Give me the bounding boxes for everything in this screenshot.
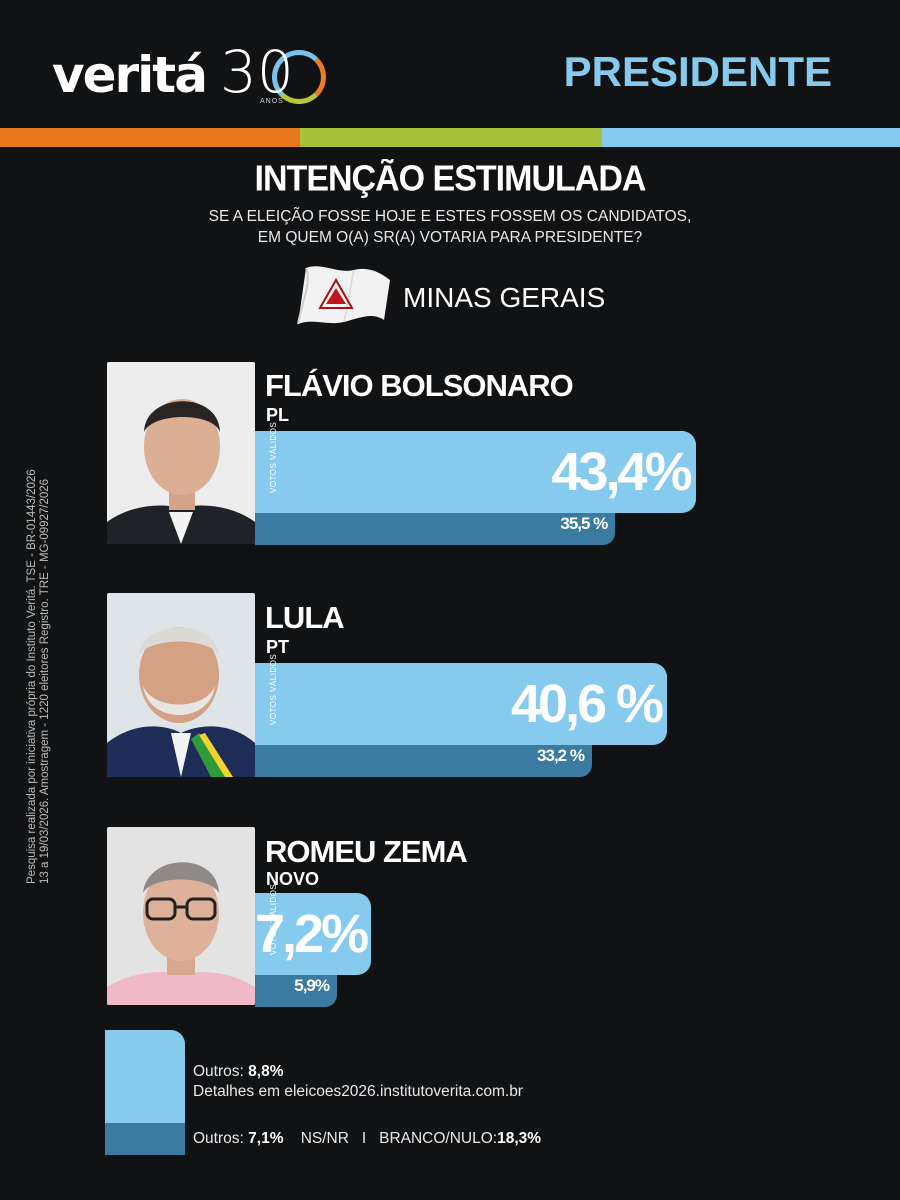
bar-value-total: 35,5 % [560,514,608,533]
question-line-1: SE A ELEIÇÃO FOSSE HOJE E ESTES FOSSEM O… [208,208,692,225]
poll-title: INTENÇÃO ESTIMULADA [254,159,647,199]
logo-number: 30 [220,38,294,106]
candidate-party: PL [266,405,290,425]
axis-label-votos-validos: VOTOS VÁLIDOS [269,883,278,955]
others-total-label: Outros: [193,1130,244,1147]
methodology-line-1: Pesquisa realizada por iniciativa própri… [26,469,38,884]
logo-ring-icon [272,50,326,104]
candidate-party: NOVO [266,869,320,889]
details-link[interactable]: Detalhes em eleicoes2026.institutoverita… [193,1083,523,1100]
verita-logo: veritá 30 ANOS [52,38,326,108]
others-total-value: 7,1% [248,1130,284,1147]
axis-label-votos-validos: VOTOS VÁLIDOS [269,653,278,725]
stripe-blue [602,128,900,147]
logo-sub: ANOS [260,98,284,105]
others-bar-valid [105,1030,185,1123]
stripe-orange [0,128,300,147]
candidate-photo-lula [107,593,255,777]
methodology-line-2: 13 a 19/03/2026. Amostragem - 1220 eleit… [39,478,51,884]
candidate-name: FLÁVIO BOLSONARO [265,368,574,403]
separator: I [361,1130,367,1147]
bar-valid [255,893,371,975]
section-title: PRESIDENTE [563,48,832,95]
others-valid-label: Outros: [193,1063,244,1080]
bar-valid [255,663,668,745]
stripe-green [300,128,602,147]
others-valid: Outros: 8,8% [193,1063,283,1081]
axis-label-votos-validos: VOTOS VÁLIDOS [269,421,278,493]
bar-valid [255,431,696,513]
blank-null-label: BRANCO/NULO: [379,1130,498,1147]
candidate-party: PT [266,637,290,657]
poll-question: SE A ELEIÇÃO FOSSE HOJE E ESTES FOSSEM O… [0,206,900,248]
bar-value-valid: 43,4% [551,442,692,502]
bar-value-total: 5,9% [294,976,330,995]
logo-word: veritá [52,46,208,104]
methodology-note: Pesquisa realizada por iniciativa própri… [26,444,52,884]
candidate-name: ROMEU ZEMA [265,834,468,869]
candidate-name: LULA [265,600,345,635]
region-label: MINAS GERAIS [403,282,606,313]
others-bar-total [105,1123,185,1155]
minas-gerais-flag-icon [297,266,390,325]
bar-value-valid: 7,2% [255,904,369,964]
bar-value-total: 33,2 % [537,746,585,765]
bar-value-valid: 40,6 % [510,674,664,734]
candidate-photo-zema [107,827,255,1005]
others-total: Outros: 7,1% NS/NR I BRANCO/NULO:18,3% [193,1130,541,1148]
nsnr-label: NS/NR [300,1130,349,1147]
candidate-photo-flavio [107,362,255,544]
others-valid-value: 8,8% [248,1063,284,1080]
question-line-2: EM QUEM O(A) SR(A) VOTARIA PARA PRESIDEN… [257,229,643,246]
blank-null-value: 18,3% [497,1130,542,1147]
